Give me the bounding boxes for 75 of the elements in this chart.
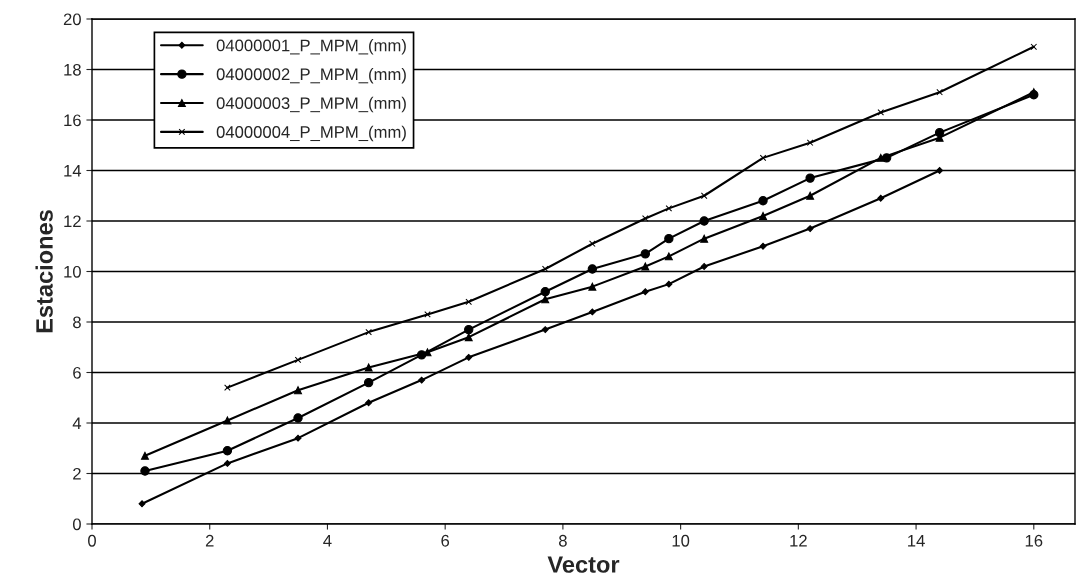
point	[588, 282, 597, 291]
point	[881, 153, 892, 163]
point	[464, 324, 474, 335]
point	[640, 249, 650, 259]
point	[806, 225, 814, 233]
point	[589, 240, 596, 248]
x-tick-label: 2	[205, 534, 214, 547]
x-tick-label: 14	[908, 535, 925, 547]
point	[465, 353, 473, 361]
point	[805, 173, 815, 183]
y-tick-label: 20	[63, 13, 81, 26]
point	[541, 326, 549, 334]
point	[464, 333, 473, 342]
point	[365, 328, 372, 336]
point	[223, 459, 231, 467]
point	[418, 376, 426, 384]
point	[541, 295, 550, 304]
point	[664, 233, 674, 244]
point	[641, 262, 650, 271]
legend-label: 04000004_P_MPM_(mm)	[216, 125, 406, 142]
x-tick-label: 10	[672, 534, 690, 547]
point	[877, 109, 885, 116]
point	[363, 377, 374, 388]
y-tick-label: 4	[72, 417, 82, 430]
x-tick-label: 16	[1025, 534, 1043, 547]
y-tick-label: 8	[73, 316, 81, 329]
point	[365, 399, 373, 407]
point	[540, 287, 550, 297]
legend-label: 04000003_P_MPM_(mm)	[216, 96, 406, 113]
point	[806, 139, 814, 147]
point	[699, 216, 709, 226]
point	[664, 252, 673, 261]
point	[416, 350, 427, 360]
point	[222, 446, 233, 456]
y-tick-label: 18	[64, 63, 81, 76]
point	[758, 196, 768, 206]
point	[294, 434, 302, 442]
x-tick-label: 12	[790, 534, 807, 547]
point	[641, 288, 649, 296]
point	[138, 500, 146, 508]
point	[588, 308, 596, 316]
legend-label: 04000001_P_MPM_(mm)	[216, 39, 406, 55]
point	[700, 234, 709, 243]
y-tick-label: 6	[73, 366, 81, 379]
point	[587, 264, 598, 274]
point	[665, 280, 673, 288]
point	[936, 88, 943, 96]
point	[934, 127, 945, 138]
point	[294, 386, 303, 395]
y-tick-label: 2	[73, 467, 81, 480]
point	[665, 205, 673, 212]
point	[759, 211, 768, 220]
legend-label: 04000002_P_MPM_(mm)	[216, 67, 406, 84]
point	[293, 413, 303, 423]
y-tick-label: 14	[64, 165, 82, 177]
x-tick-label: 0	[88, 534, 96, 547]
y-tick-label: 0	[72, 518, 81, 531]
y-tick-label: 10	[64, 265, 81, 278]
y-tick-label: 12	[64, 215, 81, 228]
point	[700, 262, 708, 270]
point	[806, 191, 815, 200]
x-tick-label: 6	[441, 534, 450, 547]
x-tick-label: 4	[323, 535, 332, 547]
x-axis-title: Vector	[547, 556, 620, 573]
y-axis-title: Estaciones	[35, 210, 53, 333]
y-tick-label: 16	[64, 114, 81, 127]
point	[700, 192, 708, 200]
point	[140, 451, 149, 460]
x-tick-label: 8	[558, 534, 567, 547]
point	[936, 167, 944, 174]
point	[465, 298, 473, 306]
point	[140, 466, 150, 476]
point	[1030, 43, 1038, 51]
point	[877, 194, 885, 202]
point	[759, 242, 767, 250]
